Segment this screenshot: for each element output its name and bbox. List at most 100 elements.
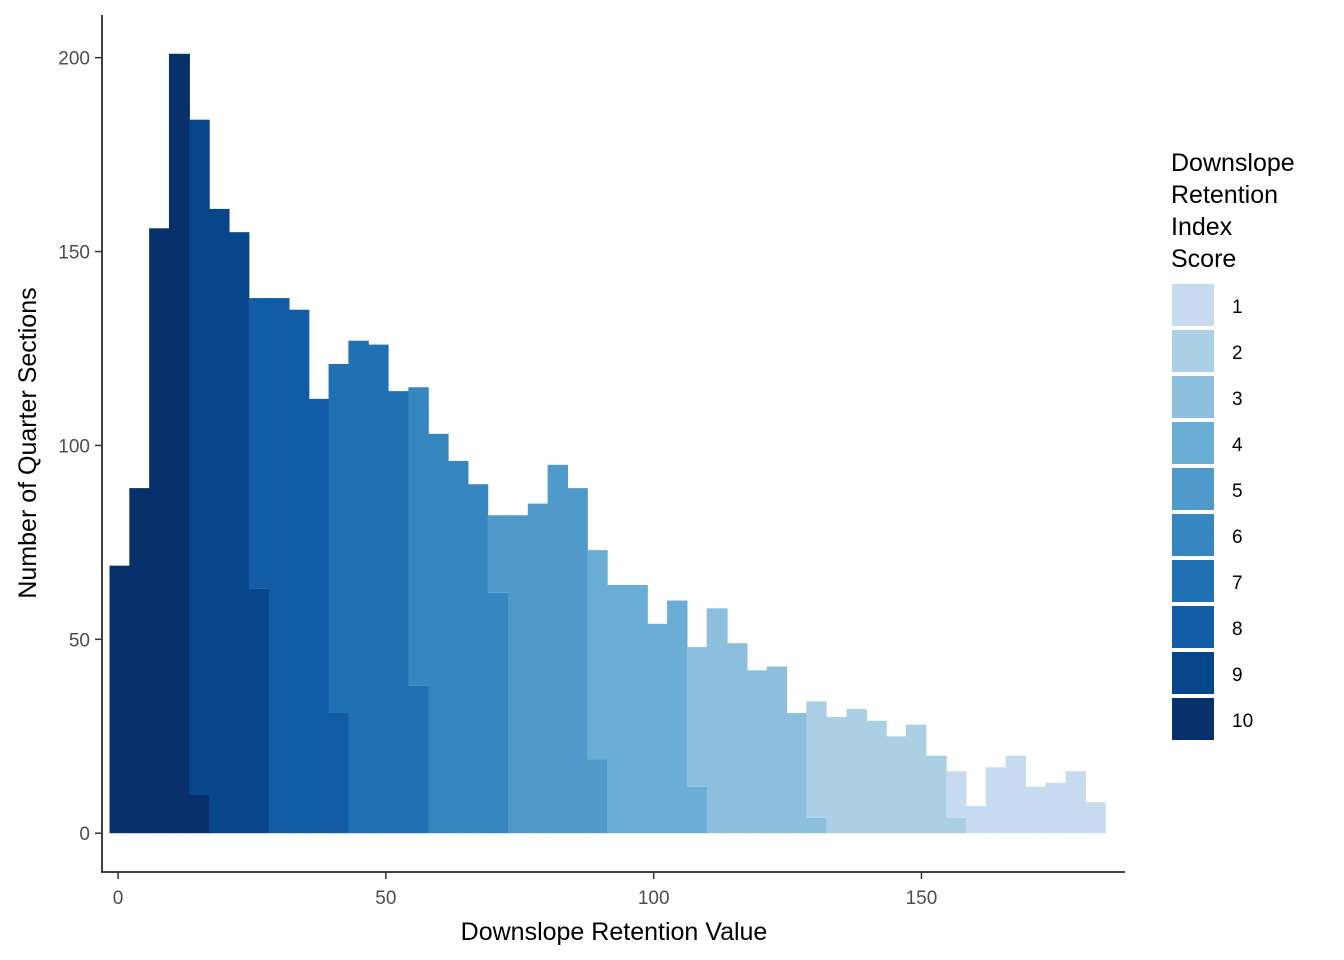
histogram-bar	[129, 488, 150, 834]
x-axis-title: Downslope Retention Value	[461, 918, 768, 946]
histogram-bar	[587, 550, 608, 760]
histogram-bar	[886, 736, 907, 834]
histogram-bar	[1025, 786, 1046, 834]
histogram-bar	[547, 464, 569, 834]
histogram-bar	[1005, 755, 1026, 834]
legend-title-line: Index	[1171, 213, 1233, 241]
legend-title-line: Retention	[1171, 181, 1278, 209]
legend-label: 5	[1232, 481, 1243, 502]
histogram-bar	[109, 565, 130, 834]
legend-swatch	[1172, 652, 1214, 694]
x-tick-label: 150	[906, 888, 938, 909]
histogram-bar	[746, 670, 768, 834]
y-ticks: 0 50 100 150 200	[58, 49, 102, 845]
legend-label: 4	[1232, 435, 1243, 456]
histogram-bar	[348, 340, 369, 834]
histogram-bar	[288, 309, 310, 834]
histogram-bar	[587, 759, 608, 834]
histogram-bar	[189, 119, 210, 795]
legend: Downslope Retention Index Score 1 2 3 4 5 6 7 8 9 10	[1171, 149, 1295, 740]
histogram-bar	[328, 713, 349, 834]
histogram-bar	[388, 391, 409, 834]
histogram-bar	[866, 720, 887, 834]
y-tick-label: 150	[58, 243, 90, 264]
legend-label: 7	[1232, 573, 1243, 594]
legend-title-line: Downslope	[1171, 149, 1295, 177]
histogram-bar	[149, 228, 170, 834]
histogram-bar	[527, 503, 549, 834]
y-tick-label: 50	[69, 630, 90, 651]
legend-swatch	[1172, 560, 1214, 602]
legend-label: 1	[1232, 297, 1243, 318]
legend-swatch	[1172, 468, 1214, 510]
histogram-bar	[408, 685, 429, 834]
histogram-bar	[985, 767, 1007, 834]
legend-label: 9	[1232, 665, 1243, 686]
legend-label: 10	[1232, 711, 1253, 732]
histogram-bar	[806, 817, 827, 834]
histogram-bar	[168, 53, 190, 834]
y-axis-title: Number of Quarter Sections	[14, 287, 42, 598]
legend-swatch	[1172, 698, 1214, 740]
histogram-bar	[328, 364, 349, 713]
legend-swatch	[1172, 330, 1214, 372]
x-ticks: 0 50 100 150	[113, 872, 938, 909]
y-tick-label: 100	[58, 436, 90, 457]
histogram-bar	[428, 433, 449, 834]
histogram-bar	[448, 460, 469, 834]
legend-title: Downslope Retention Index Score	[1171, 149, 1295, 273]
histogram-bar	[408, 387, 429, 686]
histogram-bar	[686, 647, 708, 787]
histogram-bar	[826, 716, 848, 834]
x-tick-label: 50	[375, 888, 396, 909]
histogram-bar	[647, 623, 668, 834]
legend-swatch	[1172, 284, 1214, 326]
histogram-bar	[248, 298, 270, 589]
legend-label: 8	[1232, 619, 1243, 640]
histogram-bar	[667, 600, 688, 834]
histogram-bar	[1085, 802, 1106, 834]
histogram-bar	[487, 592, 509, 834]
legend-swatch	[1172, 376, 1214, 418]
histogram-bar	[786, 713, 807, 834]
histogram-bar	[706, 608, 728, 834]
histogram-bar	[189, 794, 210, 834]
axes-layer	[101, 15, 1125, 873]
histogram-bar	[806, 701, 827, 818]
histogram-bar	[925, 755, 947, 834]
y-tick-label: 0	[79, 824, 90, 845]
histogram-bar	[567, 488, 588, 834]
y-tick-label: 200	[58, 49, 90, 70]
legend-title-line: Score	[1171, 245, 1236, 273]
histogram-bar	[308, 398, 330, 834]
histogram-bar	[766, 666, 788, 834]
legend-label: 6	[1232, 527, 1243, 548]
bars-layer	[109, 53, 1106, 834]
legend-swatch	[1172, 606, 1214, 648]
histogram-bar	[228, 232, 250, 834]
histogram-bar	[209, 208, 230, 834]
histogram-bar	[248, 588, 270, 834]
legend-label: 3	[1232, 389, 1243, 410]
histogram-bar	[727, 643, 748, 834]
legend-label: 2	[1232, 343, 1243, 364]
histogram-bar	[368, 344, 389, 834]
legend-swatch	[1172, 514, 1214, 556]
histogram-bar	[627, 585, 648, 834]
histogram-bar	[946, 817, 967, 834]
histogram-bar	[268, 298, 290, 834]
histogram-bar	[946, 771, 967, 818]
legend-keys: 1 2 3 4 5 6 7 8 9 10	[1172, 284, 1253, 740]
histogram-bar	[1065, 771, 1086, 834]
histogram-bar	[686, 786, 708, 834]
x-tick-label: 0	[113, 888, 124, 909]
x-tick-label: 100	[638, 888, 670, 909]
histogram-bar	[965, 806, 987, 834]
histogram-bar	[507, 515, 529, 834]
histogram-bar	[487, 515, 509, 593]
histogram-bar	[1045, 782, 1067, 834]
histogram-bar	[905, 724, 927, 834]
legend-swatch	[1172, 422, 1214, 464]
histogram-bar	[467, 484, 489, 834]
